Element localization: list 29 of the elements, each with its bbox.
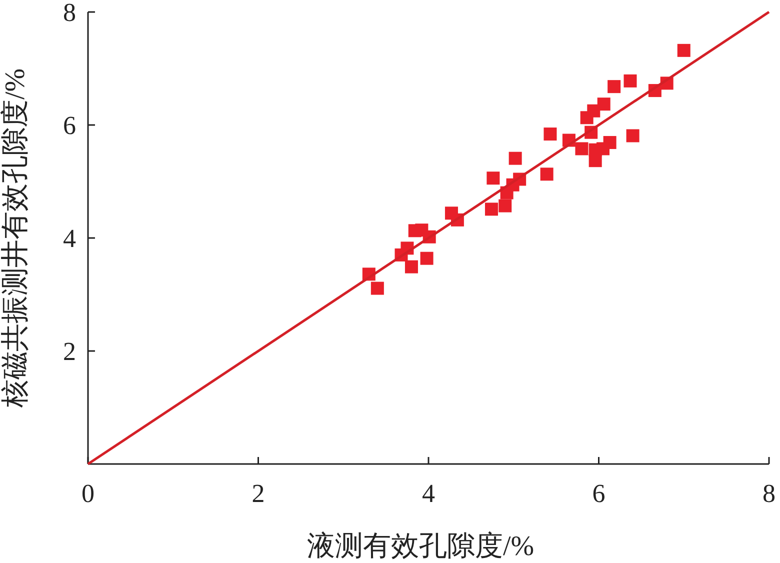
- point: [588, 154, 602, 168]
- point: [544, 128, 557, 141]
- point: [540, 168, 554, 181]
- point: [404, 260, 418, 274]
- point: [498, 199, 512, 212]
- x-tick-label: 2: [252, 479, 265, 508]
- point: [484, 202, 498, 216]
- x-tick-label: 4: [422, 479, 435, 508]
- x-tick-label: 8: [762, 479, 776, 508]
- y-axis-title: 核磁共振测井有效孔隙度/%: [0, 68, 31, 409]
- point: [597, 98, 610, 111]
- point: [486, 172, 500, 185]
- point: [420, 252, 434, 265]
- point: [603, 136, 616, 150]
- point: [587, 104, 600, 118]
- point: [626, 129, 640, 142]
- y-tick-label: 4: [63, 224, 76, 253]
- x-tick-label: 6: [592, 479, 606, 508]
- y-tick-label: 8: [63, 0, 76, 27]
- y-tick-label: 6: [63, 111, 76, 140]
- point: [370, 282, 384, 295]
- x-tick-label: 0: [82, 479, 94, 508]
- point: [575, 142, 588, 156]
- point: [624, 74, 637, 88]
- y-tick-label: 2: [63, 337, 76, 366]
- point: [508, 152, 522, 165]
- x-axis-title: 液测有效孔隙度/%: [306, 531, 534, 562]
- point: [608, 80, 621, 94]
- point: [677, 44, 690, 57]
